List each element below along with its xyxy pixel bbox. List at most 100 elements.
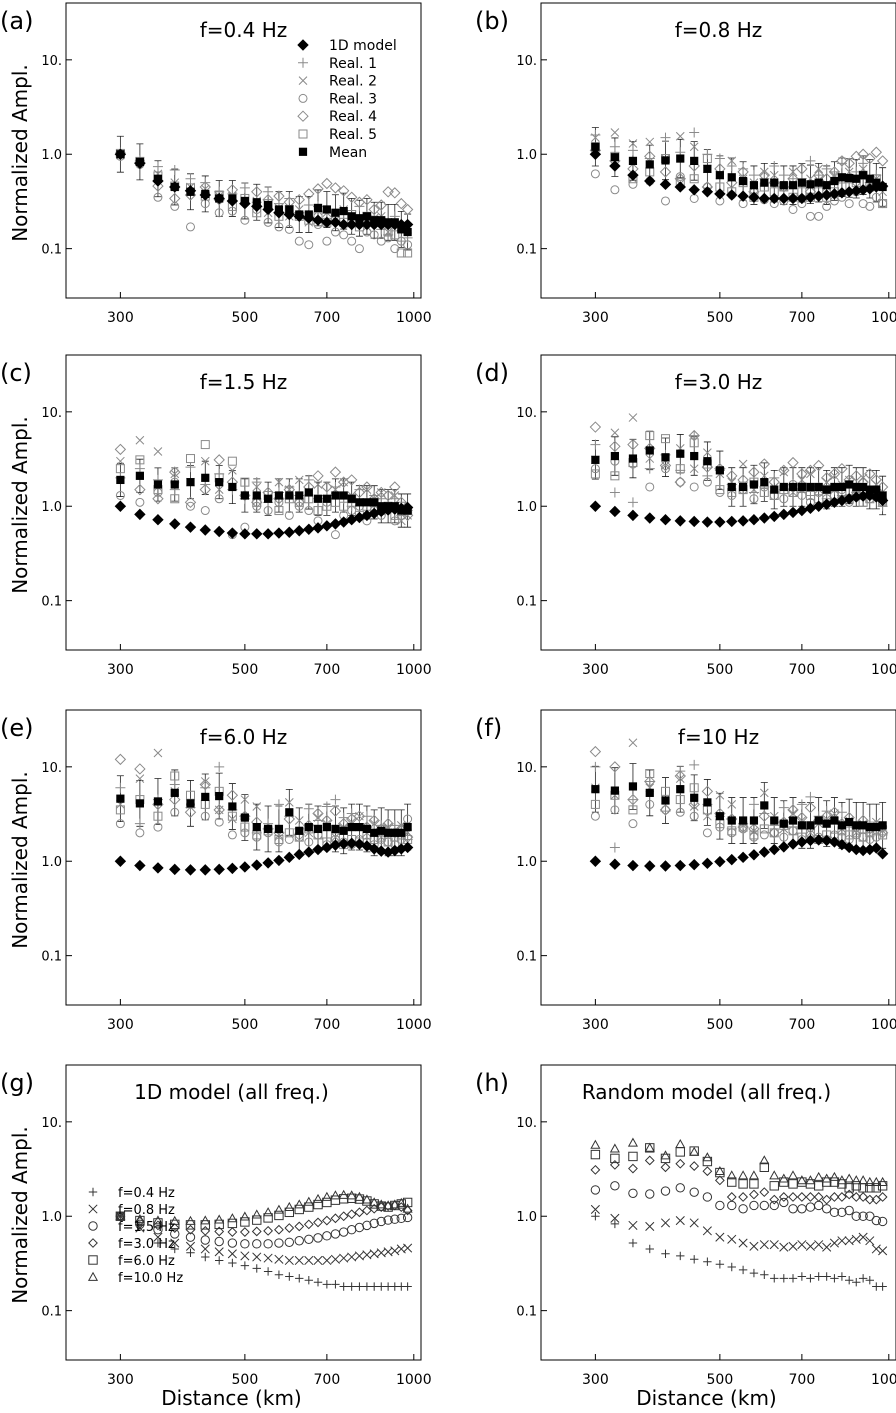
data-point [590,1139,601,1149]
data-point [396,236,407,247]
data-point [644,776,655,787]
data-point [727,156,737,166]
data-point [805,791,816,802]
data-point [376,1199,387,1209]
data-point [878,491,887,500]
data-point [714,855,726,868]
data-point [382,489,394,502]
data-point [304,822,313,832]
chart-title: f=0.4 Hz [200,18,288,42]
data-point [688,184,700,196]
data-point [251,496,263,509]
y-axis-label: Normalized Ampl. [8,1126,32,1304]
data-point [395,197,408,210]
data-point [703,798,712,807]
data-point [339,206,348,216]
chart-title: Random model (all freq.) [582,1080,831,1104]
data-point [779,1242,789,1252]
data-point [228,1258,237,1268]
data-point [153,1225,163,1235]
data-point [339,230,349,240]
data-point [610,1153,620,1164]
data-point [590,811,600,821]
data-point [284,193,295,204]
data-point [714,516,726,528]
x-tick-label: 1000 [871,1372,896,1388]
data-point [153,811,163,821]
data-point [778,464,790,477]
data-point [294,1204,304,1215]
data-point [610,1219,620,1229]
data-point [293,525,305,537]
data-point [251,186,263,198]
data-point [329,518,342,530]
data-point [185,1215,196,1225]
data-point [738,1265,748,1275]
y-tick-label: 0.1 [516,950,537,965]
data-point [845,480,854,489]
data-point [787,804,799,816]
data-point [199,864,211,876]
data-point [590,1149,601,1160]
data-point [284,1207,295,1218]
data-point [313,1278,323,1287]
data-point [796,799,807,810]
data-point [153,822,163,832]
data-point [240,477,250,487]
data-point [659,178,672,191]
data-point [312,1193,324,1203]
data-point [263,506,273,516]
data-point [878,821,887,830]
data-point [274,1224,284,1235]
data-point [738,1204,748,1214]
data-point [186,1248,195,1257]
data-point [660,805,670,815]
data-point [628,819,638,829]
data-point [264,494,273,503]
data-point [295,826,304,835]
data-point [396,1197,407,1207]
data-point [770,178,779,187]
data-point [214,1247,224,1257]
data-point [240,822,250,832]
data-point [589,500,602,512]
data-point [215,478,224,487]
data-point [859,171,868,180]
data-point [355,1282,364,1291]
data-point [403,248,413,258]
data-point [590,1185,601,1195]
legend-label: f=1.5 Hz [118,1220,175,1235]
data-point [397,828,406,837]
data-point [675,807,685,817]
data-point [169,192,181,205]
data-point [770,1274,779,1283]
data-point [273,1204,284,1214]
data-point [797,1240,807,1250]
data-point [688,429,700,442]
data-point [836,807,847,818]
chart-panel: (c) f=1.5 Hz 300 500 700 1000 0.1 1.0 10. [0,354,432,678]
data-point [610,128,620,137]
data-point [627,793,639,806]
data-point [821,163,832,174]
data-point [797,1272,807,1281]
panel-label: (g) [0,1069,34,1097]
data-point [609,1143,620,1153]
data-point [688,858,700,871]
data-point [353,810,366,822]
data-point [609,842,620,853]
data-point [396,1213,406,1224]
data-point [674,476,686,488]
data-point [226,527,239,539]
data-point [294,475,304,485]
data-point [240,1239,250,1249]
data-point [170,807,180,817]
data-point [252,198,261,207]
data-point [285,1272,294,1281]
plot-frame [540,1064,896,1361]
data-point [274,834,284,844]
data-point [322,236,332,246]
data-point [739,176,748,186]
y-tick-label: 1.0 [41,1210,62,1225]
data-point [303,199,314,210]
